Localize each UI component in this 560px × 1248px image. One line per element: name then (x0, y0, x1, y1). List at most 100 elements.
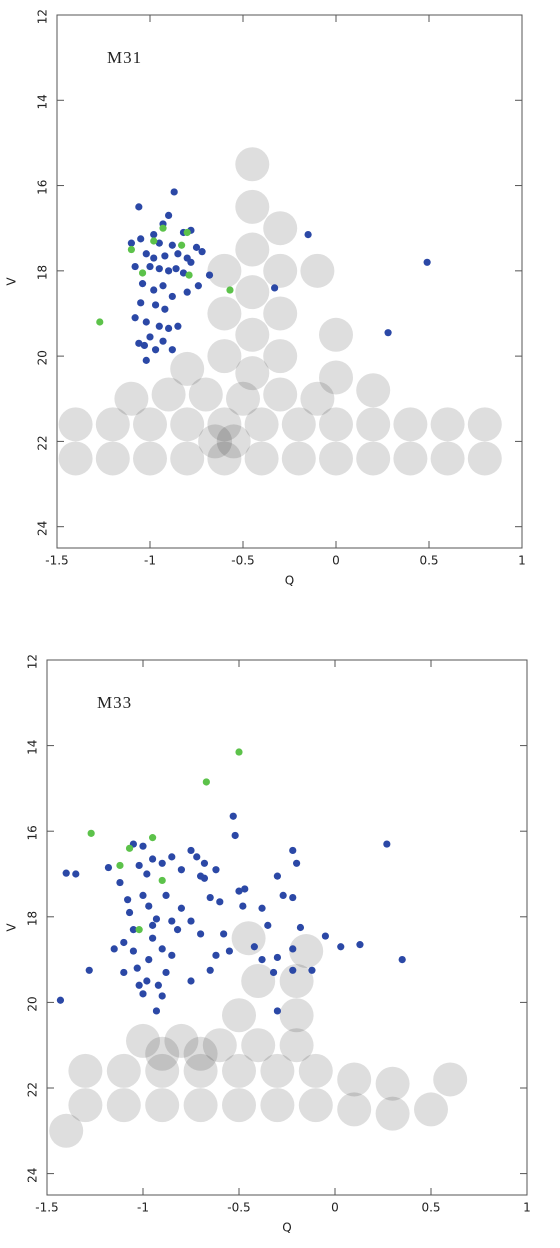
star (135, 926, 143, 934)
star (120, 968, 128, 977)
star (235, 887, 243, 895)
star (168, 853, 176, 861)
star (145, 902, 153, 910)
star (168, 346, 176, 354)
background-star (241, 1028, 276, 1063)
star (135, 981, 143, 989)
background-star (216, 424, 251, 459)
background-star (263, 339, 298, 374)
star (194, 282, 202, 290)
star (131, 262, 139, 271)
star (273, 872, 281, 880)
star (200, 874, 209, 882)
y-tick-label: 12 (36, 9, 50, 24)
star (337, 943, 345, 951)
background-star (68, 1053, 103, 1088)
background-star (145, 1053, 180, 1088)
star (116, 878, 124, 887)
background-star (235, 317, 270, 352)
star (150, 286, 158, 294)
star (143, 977, 151, 985)
background-star (235, 356, 270, 391)
star (62, 869, 70, 877)
background-star (241, 964, 276, 998)
x-tick-label: 1 (523, 1201, 531, 1215)
star (174, 250, 182, 258)
star (172, 265, 180, 273)
background-star (106, 1053, 141, 1088)
y-axis-label: V (5, 923, 19, 932)
background-star (430, 441, 465, 476)
background-star (298, 1088, 333, 1123)
star (110, 945, 118, 953)
star (158, 945, 166, 953)
y-tick-label: 24 (36, 521, 50, 536)
background-star (164, 1023, 199, 1058)
star (271, 284, 279, 292)
star (56, 996, 65, 1004)
star (145, 956, 153, 964)
star (152, 915, 161, 923)
plot-frame (46, 659, 528, 1196)
background-star (235, 275, 270, 310)
y-tick-label: 16 (36, 180, 50, 195)
background-star (126, 1023, 160, 1058)
background-star (222, 998, 256, 1033)
background-star (198, 424, 233, 459)
background-star (319, 360, 353, 395)
background-star (145, 1088, 180, 1123)
background-star (356, 407, 391, 442)
star (304, 230, 312, 239)
star (143, 870, 151, 878)
star (72, 870, 80, 878)
background-star (145, 1036, 180, 1071)
y-axis-label: V (5, 277, 19, 286)
star (159, 282, 167, 290)
background-star (170, 407, 205, 442)
star (142, 250, 150, 258)
star (279, 891, 287, 900)
star (127, 245, 135, 254)
star (154, 981, 162, 989)
background-star (106, 1088, 141, 1123)
star (140, 341, 149, 350)
star (87, 829, 95, 837)
background-star (279, 1028, 314, 1063)
star (187, 977, 195, 985)
star (206, 966, 214, 974)
background-star (375, 1066, 410, 1101)
star (321, 932, 329, 940)
background-star (207, 296, 242, 331)
star (239, 902, 247, 910)
star (273, 1007, 281, 1015)
star (150, 230, 158, 239)
star (229, 812, 237, 820)
star (155, 265, 163, 273)
background-star (68, 1088, 103, 1123)
star (183, 228, 191, 237)
star (212, 951, 220, 959)
background-star (263, 253, 298, 288)
star (137, 299, 145, 307)
y-tick-label: 22 (36, 435, 50, 450)
background-star (281, 407, 316, 442)
y-tick-label: 14 (26, 740, 40, 755)
background-star (263, 211, 298, 246)
star (149, 921, 157, 929)
star (212, 866, 220, 874)
star (205, 271, 214, 279)
star (226, 286, 234, 294)
star (174, 322, 182, 330)
x-axis-label: Q (285, 574, 294, 588)
star (159, 337, 167, 345)
star (168, 917, 176, 925)
star (116, 861, 124, 870)
x-tick-label: -1 (144, 554, 156, 568)
background-star (222, 1088, 256, 1123)
star (173, 926, 182, 934)
background-star (356, 441, 391, 476)
star (124, 896, 132, 904)
star (155, 239, 163, 247)
star (383, 840, 391, 848)
